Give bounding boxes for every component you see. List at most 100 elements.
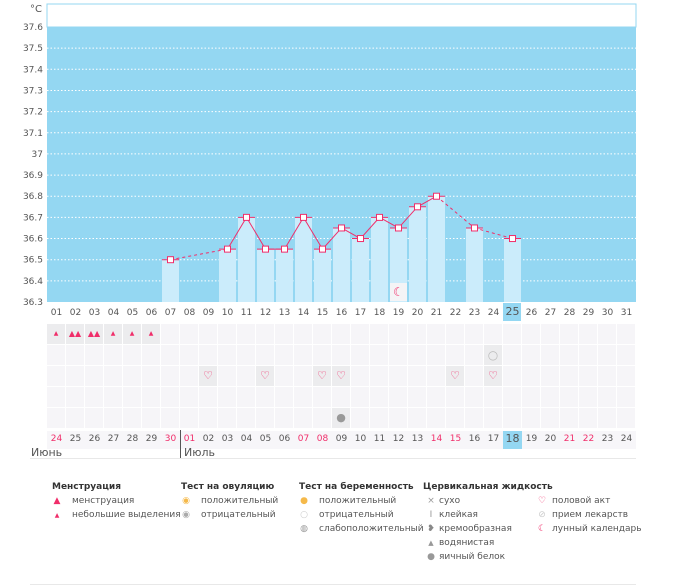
symptom-cell[interactable] [465,387,483,407]
symptom-cell[interactable] [427,408,445,428]
symptom-cell[interactable] [408,324,426,344]
symptom-cell[interactable] [617,324,635,344]
symptom-cell[interactable] [218,408,236,428]
symptom-cell[interactable] [541,387,559,407]
symptom-cell[interactable] [617,345,635,365]
calendar-date[interactable]: 23 [598,431,617,449]
symptom-cell[interactable] [237,345,255,365]
symptom-cell[interactable] [123,387,141,407]
symptom-cell[interactable] [218,366,236,386]
symptom-cell[interactable] [598,366,616,386]
symptom-cell[interactable] [47,366,65,386]
symptom-cell[interactable] [579,408,597,428]
symptom-cell[interactable] [484,387,502,407]
symptom-cell[interactable] [275,387,293,407]
symptom-cell[interactable] [256,366,274,386]
symptom-cell[interactable] [446,366,464,386]
calendar-date[interactable]: 18 [503,431,522,449]
symptom-cell[interactable] [180,345,198,365]
symptom-cell[interactable] [427,366,445,386]
symptom-cell[interactable] [275,345,293,365]
symptom-cell[interactable] [579,345,597,365]
symptom-cell[interactable] [598,345,616,365]
calendar-date[interactable]: 17 [484,431,503,449]
calendar-date[interactable]: 12 [389,431,408,449]
symptom-cell[interactable] [66,366,84,386]
symptom-cell[interactable] [85,366,103,386]
calendar-date[interactable]: 16 [465,431,484,449]
symptom-cell[interactable] [503,408,521,428]
symptom-cell[interactable] [161,408,179,428]
symptom-cell[interactable] [237,366,255,386]
symptom-cell[interactable] [560,324,578,344]
symptom-cell[interactable] [66,345,84,365]
symptom-cell[interactable] [522,324,540,344]
symptom-cell[interactable] [408,387,426,407]
symptom-cell[interactable] [446,408,464,428]
symptom-cell[interactable] [427,387,445,407]
symptom-cell[interactable] [541,408,559,428]
symptom-cell[interactable] [389,387,407,407]
symptom-cell[interactable] [199,408,217,428]
calendar-date[interactable]: 27 [104,431,123,449]
symptom-cell[interactable] [294,408,312,428]
symptom-cell[interactable] [294,345,312,365]
symptom-cell[interactable] [142,366,160,386]
symptom-cell[interactable] [560,345,578,365]
symptom-cell[interactable] [579,324,597,344]
symptom-cell[interactable] [66,408,84,428]
symptom-cell[interactable] [313,366,331,386]
symptom-cell[interactable] [47,324,65,344]
symptom-cell[interactable] [370,387,388,407]
calendar-date[interactable]: 20 [541,431,560,449]
symptom-cell[interactable] [142,387,160,407]
symptom-cell[interactable] [332,345,350,365]
symptom-cell[interactable] [294,366,312,386]
symptom-cell[interactable] [161,387,179,407]
symptom-cell[interactable] [104,345,122,365]
symptom-cell[interactable] [446,387,464,407]
symptom-cell[interactable] [465,345,483,365]
calendar-date[interactable]: 30 [161,431,180,449]
symptom-cell[interactable] [503,387,521,407]
symptom-cell[interactable] [256,324,274,344]
symptom-cell[interactable] [617,408,635,428]
symptom-cell[interactable] [218,324,236,344]
symptom-cell[interactable] [579,387,597,407]
symptom-cell[interactable] [66,324,84,344]
calendar-date[interactable]: 24 [47,431,66,449]
symptom-cell[interactable] [617,366,635,386]
symptom-cell[interactable] [522,408,540,428]
symptom-cell[interactable] [237,324,255,344]
calendar-date[interactable]: 24 [617,431,636,449]
calendar-date[interactable]: 19 [522,431,541,449]
symptom-cell[interactable] [598,408,616,428]
symptom-cell[interactable] [47,345,65,365]
symptom-cell[interactable] [313,324,331,344]
symptom-cell[interactable] [47,387,65,407]
symptom-cell[interactable] [522,387,540,407]
symptom-cell[interactable] [332,408,350,428]
symptom-cell[interactable] [85,408,103,428]
symptom-cell[interactable] [389,408,407,428]
symptom-cell[interactable] [180,408,198,428]
calendar-date[interactable]: 22 [579,431,598,449]
symptom-cell[interactable] [237,408,255,428]
symptom-cell[interactable] [370,324,388,344]
symptom-cell[interactable] [351,408,369,428]
symptom-cell[interactable] [370,408,388,428]
calendar-date[interactable]: 14 [427,431,446,449]
symptom-cell[interactable] [199,366,217,386]
calendar-date[interactable]: 29 [142,431,161,449]
calendar-date[interactable]: 21 [560,431,579,449]
symptom-cell[interactable] [313,408,331,428]
calendar-date[interactable]: 01 [180,431,199,449]
symptom-cell[interactable] [332,387,350,407]
symptom-cell[interactable] [408,366,426,386]
symptom-cell[interactable] [522,345,540,365]
symptom-cell[interactable] [465,408,483,428]
symptom-cell[interactable] [123,366,141,386]
symptom-cell[interactable] [275,408,293,428]
calendar-date[interactable]: 26 [85,431,104,449]
symptom-cell[interactable] [598,387,616,407]
